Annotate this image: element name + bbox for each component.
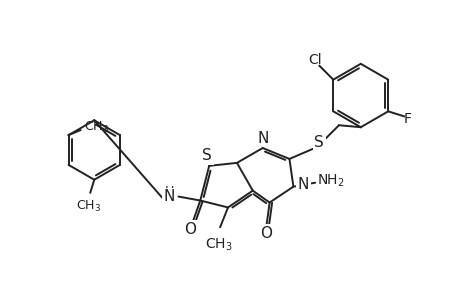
Text: F: F: [403, 112, 411, 126]
Text: O: O: [184, 222, 196, 237]
Text: H: H: [165, 185, 174, 198]
Text: Cl: Cl: [308, 53, 322, 67]
Text: CH$_3$: CH$_3$: [84, 120, 109, 135]
Text: S: S: [202, 148, 212, 164]
Text: S: S: [313, 135, 323, 150]
Text: NH$_2$: NH$_2$: [317, 172, 344, 189]
Text: CH$_3$: CH$_3$: [76, 199, 101, 214]
Text: CH$_3$: CH$_3$: [205, 236, 232, 253]
Text: N: N: [297, 177, 308, 192]
Text: N: N: [257, 130, 268, 146]
Text: N: N: [163, 189, 174, 204]
Text: O: O: [259, 226, 271, 241]
